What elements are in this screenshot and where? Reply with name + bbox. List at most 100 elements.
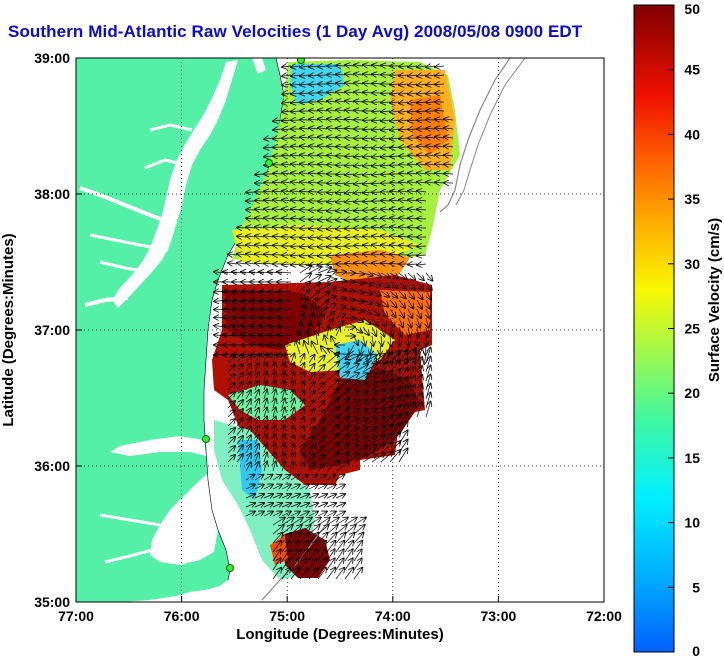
- velocity-vector: [416, 299, 422, 309]
- velocity-vector: [344, 364, 359, 373]
- velocity-vector: [308, 427, 315, 436]
- velocity-vector: [326, 494, 336, 498]
- velocity-vector: [426, 93, 436, 94]
- velocity-vector: [291, 102, 301, 103]
- velocity-vector: [381, 245, 391, 246]
- velocity-vector: [417, 308, 421, 318]
- velocity-vector: [435, 155, 445, 156]
- velocity-vector: [336, 201, 346, 202]
- velocity-vector: [264, 263, 274, 264]
- velocity-vector: [380, 290, 389, 297]
- velocity-vector: [282, 191, 292, 192]
- velocity-vector: [326, 270, 337, 273]
- velocity-vector: [435, 146, 445, 147]
- velocity-vector: [371, 426, 385, 436]
- velocity-vector: [263, 494, 273, 498]
- velocity-vector: [299, 494, 309, 498]
- velocity-vector: [371, 308, 380, 316]
- velocity-vector: [336, 237, 346, 238]
- velocity-vector: [353, 300, 364, 302]
- velocity-vector: [435, 137, 445, 138]
- velocity-vector: [272, 558, 281, 571]
- velocity-vector: [255, 174, 265, 175]
- velocity-vector: [416, 344, 417, 355]
- velocity-vector: [317, 494, 327, 498]
- velocity-vector: [444, 146, 454, 147]
- velocity-vector: [308, 454, 315, 463]
- velocity-vector: [317, 401, 325, 409]
- velocity-vector: [308, 373, 315, 382]
- velocity-vector: [318, 255, 328, 256]
- velocity-vector: [291, 111, 301, 112]
- velocity-vector: [317, 464, 325, 472]
- velocity-vector: [236, 436, 243, 445]
- velocity-vector: [435, 173, 445, 174]
- velocity-vector: [380, 398, 393, 409]
- velocity-vector: [353, 549, 362, 562]
- velocity-vector: [381, 174, 391, 175]
- velocity-vector: [417, 182, 427, 183]
- velocity-vector: [290, 503, 300, 507]
- velocity-vector: [272, 512, 282, 517]
- velocity-vector: [255, 254, 265, 255]
- velocity-vector: [380, 443, 393, 454]
- velocity-vector: [353, 282, 364, 284]
- colorbar-tick-label: 35: [684, 191, 700, 207]
- velocity-vector: [344, 541, 353, 553]
- velocity-vector: [263, 485, 273, 490]
- velocity-vector: [417, 164, 427, 165]
- velocity-vector: [408, 317, 411, 327]
- velocity-vector: [291, 155, 301, 156]
- velocity-vector: [399, 120, 409, 121]
- velocity-vector: [291, 75, 301, 76]
- velocity-vector: [354, 192, 364, 193]
- velocity-vector: [389, 308, 396, 317]
- velocity-vector: [335, 494, 345, 498]
- velocity-vector: [408, 182, 418, 183]
- velocity-vector: [236, 454, 243, 463]
- velocity-vector: [380, 434, 393, 445]
- velocity-vector: [336, 66, 346, 67]
- velocity-vector: [371, 273, 381, 277]
- velocity-vector: [273, 218, 283, 219]
- velocity-vector: [435, 182, 445, 183]
- velocity-vector: [435, 84, 445, 85]
- velocity-vector: [353, 445, 368, 454]
- velocity-vector: [353, 364, 368, 373]
- velocity-vector: [408, 93, 418, 94]
- velocity-vector: [308, 436, 315, 445]
- velocity-vector: [245, 363, 251, 373]
- neuse-river: [104, 548, 153, 564]
- velocity-vector: [281, 541, 290, 553]
- velocity-vector: [245, 381, 251, 391]
- velocity-vector: [363, 165, 373, 166]
- velocity-vector: [408, 264, 418, 265]
- velocity-vector: [362, 300, 372, 304]
- velocity-vector: [245, 512, 255, 517]
- velocity-vector: [390, 254, 400, 255]
- velocity-vector: [390, 236, 400, 237]
- velocity-vector: [281, 558, 290, 571]
- chester-river: [149, 123, 193, 132]
- velocity-vector: [263, 512, 273, 517]
- velocity-vector: [335, 298, 346, 300]
- velocity-vector: [345, 201, 355, 202]
- velocity-vector: [381, 254, 391, 255]
- velocity-vector: [344, 400, 359, 409]
- velocity-vector: [444, 128, 454, 129]
- velocity-vector: [345, 174, 355, 175]
- velocity-vector: [318, 173, 328, 174]
- velocity-vector: [336, 228, 346, 229]
- velocity-vector: [363, 263, 373, 264]
- velocity-vector: [264, 209, 274, 210]
- velocity-vector: [317, 503, 327, 507]
- velocity-vector: [245, 399, 251, 409]
- velocity-vector: [326, 485, 336, 490]
- velocity-vector: [335, 485, 345, 490]
- velocity-vector: [309, 237, 319, 238]
- velocity-vector: [255, 462, 259, 472]
- chesapeake-bay: [112, 60, 238, 308]
- velocity-vector: [327, 119, 337, 120]
- velocity-vector: [354, 74, 364, 75]
- velocity-vector: [370, 344, 372, 355]
